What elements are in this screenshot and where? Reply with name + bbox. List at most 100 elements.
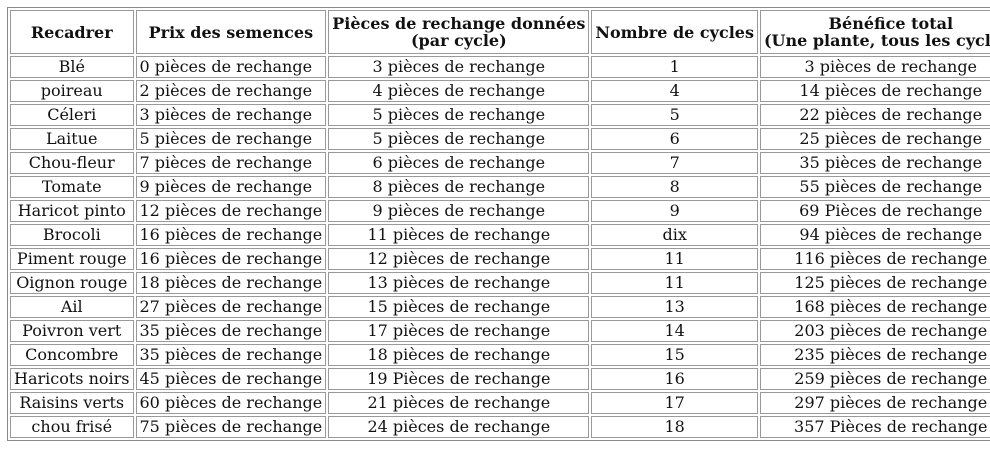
seed-price-cell: 35 pièces de rechange — [135, 320, 327, 342]
table-row: Tomate 9 pièces de rechange 8 pièces de re… — [10, 176, 990, 198]
seed-price-cell: 12 pièces de rechange — [135, 200, 327, 222]
seed-price-cell: 7 pièces de rechange — [135, 152, 327, 174]
table-container: Recadrer Prix des semences Pièces de rec… — [7, 7, 990, 441]
seed-price-cell: 27 pièces de rechange — [135, 296, 327, 318]
crop-cell: Concombre — [10, 344, 134, 366]
table-row: Ail 27 pièces de rechange 15 pièces de rec… — [10, 296, 990, 318]
total-profit-cell: 168 pièces de rechange — [759, 296, 990, 318]
cycles-cell: 4 — [591, 80, 758, 102]
parts-per-cycle-cell: 8 pièces de rechange — [328, 176, 590, 198]
cycles-cell: dix — [591, 224, 758, 246]
table-row: Oignon rouge 18 pièces de rechange 13 pièc… — [10, 272, 990, 294]
total-profit-cell: 35 pièces de rechange — [759, 152, 990, 174]
crop-cell: Poivron vert — [10, 320, 134, 342]
parts-per-cycle-cell: 15 pièces de rechange — [328, 296, 590, 318]
total-profit-cell: 259 pièces de rechange — [759, 368, 990, 390]
total-profit-cell: 235 pièces de rechange — [759, 344, 990, 366]
cycles-cell: 5 — [591, 104, 758, 126]
total-profit-cell: 55 pièces de rechange — [759, 176, 990, 198]
total-profit-cell: 203 pièces de rechange — [759, 320, 990, 342]
header-subtext: (par cycle) — [410, 31, 507, 50]
parts-per-cycle-cell: 6 pièces de rechange — [328, 152, 590, 174]
crop-cell: Raisins verts — [10, 392, 134, 414]
parts-per-cycle-cell: 12 pièces de rechange — [328, 248, 590, 270]
seed-price-cell: 18 pièces de rechange — [135, 272, 327, 294]
header-text: Pièces de rechange données — [332, 14, 586, 33]
cycles-cell: 16 — [591, 368, 758, 390]
cycles-cell: 14 — [591, 320, 758, 342]
seed-price-cell: 35 pièces de rechange — [135, 344, 327, 366]
cycles-cell: 1 — [591, 56, 758, 78]
crop-cell: poireau — [10, 80, 134, 102]
parts-per-cycle-cell: 4 pièces de rechange — [328, 80, 590, 102]
crop-cell: Chou-fleur — [10, 152, 134, 174]
cycles-cell: 11 — [591, 272, 758, 294]
seed-price-cell: 3 pièces de rechange — [135, 104, 327, 126]
cycles-cell: 11 — [591, 248, 758, 270]
table-row: Raisins verts 60 pièces de rechange 21 piè… — [10, 392, 990, 414]
parts-per-cycle-cell: 24 pièces de rechange — [328, 416, 590, 438]
header-row: Recadrer Prix des semences Pièces de rec… — [10, 10, 990, 54]
table-row: Concombre 35 pièces de rechange 18 pièces … — [10, 344, 990, 366]
total-profit-cell: 297 pièces de rechange — [759, 392, 990, 414]
seed-price-cell: 16 pièces de rechange — [135, 248, 327, 270]
table-row: Haricot pinto 12 pièces de rechange 9 pièc… — [10, 200, 990, 222]
total-profit-cell: 116 pièces de rechange — [759, 248, 990, 270]
table-body: Blé 0 pièces de rechange 3 pièces de recha… — [10, 56, 990, 438]
parts-per-cycle-cell: 19 Pièces de rechange — [328, 368, 590, 390]
header-text: Nombre de cycles — [595, 22, 754, 42]
crop-cell: Laitue — [10, 128, 134, 150]
header-text: Recadrer — [30, 22, 113, 42]
seed-price-cell: 0 pièces de rechange — [135, 56, 327, 78]
column-header-parts-per-cycle: Pièces de rechange données (par cycle) — [328, 10, 590, 54]
crop-cell: Tomate — [10, 176, 134, 198]
crop-cell: Haricot pinto — [10, 200, 134, 222]
column-header-crop: Recadrer — [10, 10, 134, 54]
crop-cell: Piment rouge — [10, 248, 134, 270]
total-profit-cell: 25 pièces de rechange — [759, 128, 990, 150]
crop-cell: Oignon rouge — [10, 272, 134, 294]
total-profit-cell: 357 Pièces de rechange — [759, 416, 990, 438]
total-profit-cell: 3 pièces de rechange — [759, 56, 990, 78]
total-profit-cell: 22 pièces de rechange — [759, 104, 990, 126]
crop-cell: Blé — [10, 56, 134, 78]
seed-price-cell: 45 pièces de rechange — [135, 368, 327, 390]
total-profit-cell: 14 pièces de rechange — [759, 80, 990, 102]
seed-price-cell: 2 pièces de rechange — [135, 80, 327, 102]
table-row: Blé 0 pièces de rechange 3 pièces de recha… — [10, 56, 990, 78]
total-profit-cell: 125 pièces de rechange — [759, 272, 990, 294]
table-row: chou frisé 75 pièces de rechange 24 pièces… — [10, 416, 990, 438]
cycles-cell: 15 — [591, 344, 758, 366]
header-subtext: (Une plante, tous les cycles) — [763, 31, 990, 50]
parts-per-cycle-cell: 11 pièces de rechange — [328, 224, 590, 246]
crop-cell: Brocoli — [10, 224, 134, 246]
cycles-cell: 6 — [591, 128, 758, 150]
cycles-cell: 17 — [591, 392, 758, 414]
parts-per-cycle-cell: 5 pièces de rechange — [328, 104, 590, 126]
parts-per-cycle-cell: 5 pièces de rechange — [328, 128, 590, 150]
crop-profit-table: Recadrer Prix des semences Pièces de rec… — [7, 7, 990, 441]
seed-price-cell: 9 pièces de rechange — [135, 176, 327, 198]
table-row: Chou-fleur 7 pièces de rechange 6 pièces d… — [10, 152, 990, 174]
parts-per-cycle-cell: 17 pièces de rechange — [328, 320, 590, 342]
parts-per-cycle-cell: 21 pièces de rechange — [328, 392, 590, 414]
cycles-cell: 9 — [591, 200, 758, 222]
table-row: Brocoli 16 pièces de rechange 11 pièces de… — [10, 224, 990, 246]
table-row: poireau 2 pièces de rechange 4 pièces de r… — [10, 80, 990, 102]
column-header-total-profit: Bénéfice total (Une plante, tous les cyc… — [759, 10, 990, 54]
cycles-cell: 18 — [591, 416, 758, 438]
column-header-seed-price: Prix des semences — [135, 10, 327, 54]
table-row: Haricots noirs 45 pièces de rechange 19 Pi… — [10, 368, 990, 390]
header-text: Prix des semences — [148, 22, 314, 42]
column-header-cycles: Nombre de cycles — [591, 10, 758, 54]
table-row: Piment rouge 16 pièces de rechange 12 pièc… — [10, 248, 990, 270]
table-row: Poivron vert 35 pièces de rechange 17 pièc… — [10, 320, 990, 342]
cycles-cell: 7 — [591, 152, 758, 174]
seed-price-cell: 75 pièces de rechange — [135, 416, 327, 438]
parts-per-cycle-cell: 9 pièces de rechange — [328, 200, 590, 222]
parts-per-cycle-cell: 18 pièces de rechange — [328, 344, 590, 366]
crop-cell: Haricots noirs — [10, 368, 134, 390]
table-header: Recadrer Prix des semences Pièces de rec… — [10, 10, 990, 54]
crop-cell: Ail — [10, 296, 134, 318]
total-profit-cell: 69 Pièces de rechange — [759, 200, 990, 222]
